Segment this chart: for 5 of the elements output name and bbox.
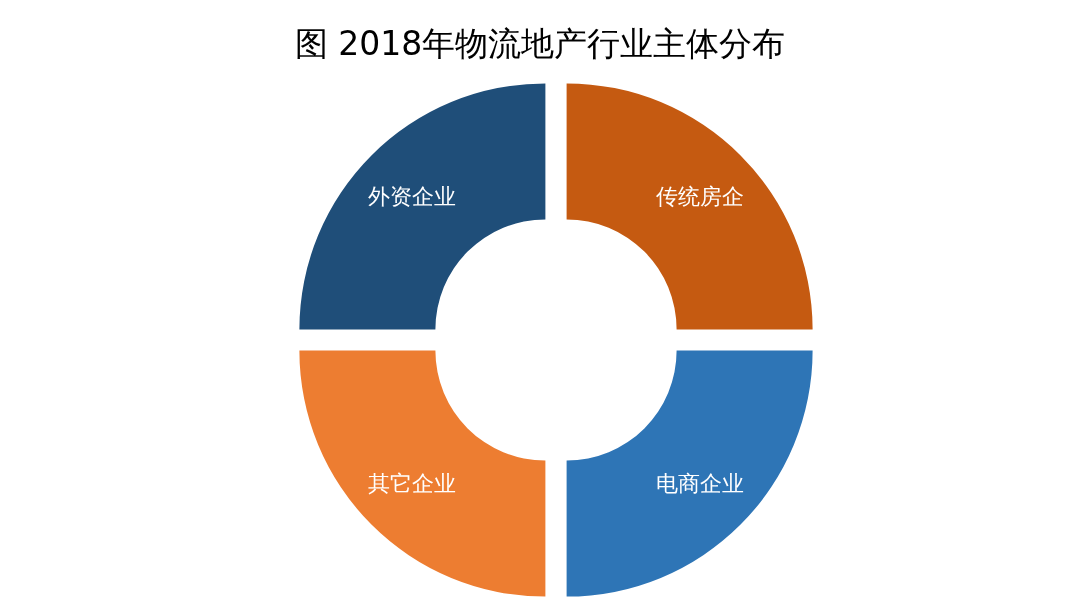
slice-label: 外资企业 xyxy=(368,183,457,209)
slice-label: 传统房企 xyxy=(655,183,744,209)
chart-title: 图 2018年物流地产行业主体分布 xyxy=(294,24,786,63)
slice-label: 电商企业 xyxy=(655,471,744,497)
slice-label: 其它企业 xyxy=(368,471,457,497)
